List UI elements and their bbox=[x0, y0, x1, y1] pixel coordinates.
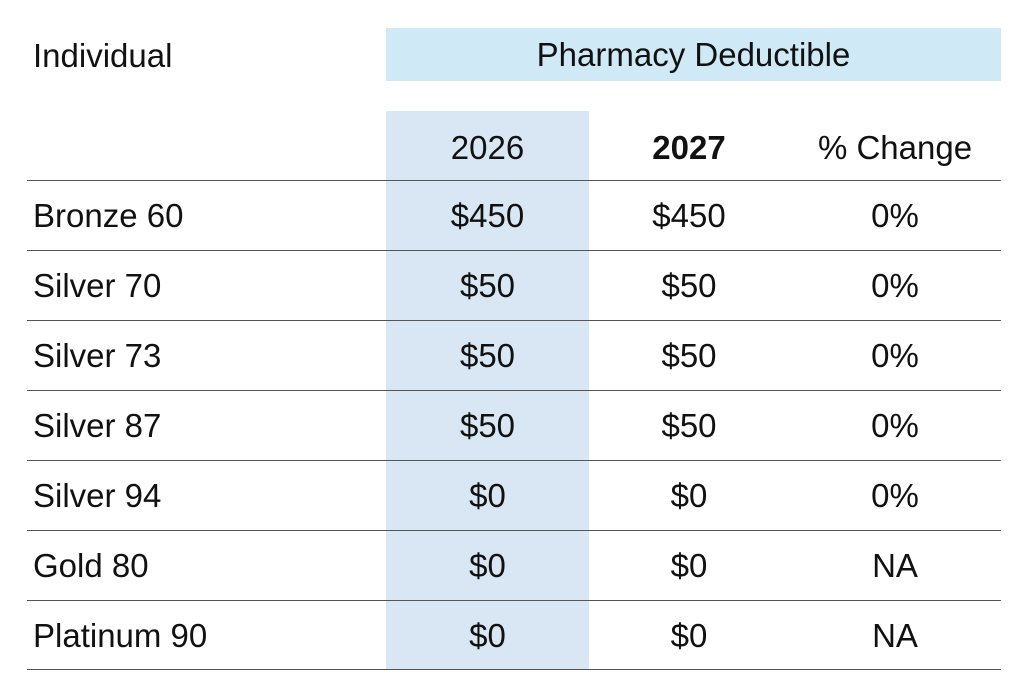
bottom-divider bbox=[27, 669, 1001, 670]
row-divider bbox=[27, 530, 1001, 531]
value-2026: $0 bbox=[469, 547, 506, 584]
row-divider bbox=[27, 250, 1001, 251]
row-divider bbox=[27, 600, 1001, 601]
plan-name: Silver 87 bbox=[33, 407, 162, 444]
value-2027: $450 bbox=[652, 197, 726, 234]
value-2026: $0 bbox=[469, 477, 506, 514]
column-header-2026: 2026 bbox=[450, 129, 525, 166]
value-2027: $50 bbox=[661, 337, 717, 374]
table-row: Silver 70 $50 $50 0% bbox=[0, 251, 1024, 321]
value-2027: $50 bbox=[661, 407, 717, 444]
table-row: Platinum 90 $0 $0 NA bbox=[0, 601, 1024, 671]
plan-name: Silver 73 bbox=[33, 337, 162, 374]
plan-name: Silver 70 bbox=[33, 267, 162, 304]
value-2026: $450 bbox=[450, 197, 525, 234]
table-row: Bronze 60 $450 $450 0% bbox=[0, 181, 1024, 251]
plan-name: Platinum 90 bbox=[33, 617, 208, 654]
table-row: Gold 80 $0 $0 NA bbox=[0, 531, 1024, 601]
row-divider bbox=[27, 390, 1001, 391]
plan-name: Gold 80 bbox=[33, 547, 149, 584]
value-2026: $0 bbox=[469, 617, 506, 654]
value-2027: $0 bbox=[670, 617, 708, 654]
pct-change: 0% bbox=[871, 267, 919, 304]
value-2026: $50 bbox=[459, 407, 516, 444]
plan-name: Silver 94 bbox=[33, 477, 162, 514]
table-row: Silver 94 $0 $0 0% bbox=[0, 461, 1024, 531]
row-divider bbox=[27, 320, 1001, 321]
value-2027: $0 bbox=[670, 547, 708, 584]
pct-change: NA bbox=[872, 547, 918, 584]
header-divider bbox=[27, 180, 1001, 181]
pct-change: 0% bbox=[871, 197, 919, 234]
value-2026: $50 bbox=[459, 337, 516, 374]
pct-change: 0% bbox=[871, 337, 919, 374]
table-row: Silver 73 $50 $50 0% bbox=[0, 321, 1024, 391]
group-header: Pharmacy Deductible bbox=[386, 28, 1001, 81]
value-2027: $50 bbox=[661, 267, 717, 304]
table-row: Silver 87 $50 $50 0% bbox=[0, 391, 1024, 461]
pct-change: NA bbox=[872, 617, 918, 654]
pct-change: 0% bbox=[871, 477, 919, 514]
value-2027: $0 bbox=[670, 477, 708, 514]
column-header-2027: 2027 bbox=[652, 129, 726, 166]
value-2026: $50 bbox=[459, 267, 516, 304]
pct-change: 0% bbox=[871, 407, 919, 444]
table-title: Individual bbox=[33, 37, 173, 74]
plan-name: Bronze 60 bbox=[33, 197, 184, 234]
column-header-pct-change: % Change bbox=[817, 129, 973, 166]
row-divider bbox=[27, 460, 1001, 461]
